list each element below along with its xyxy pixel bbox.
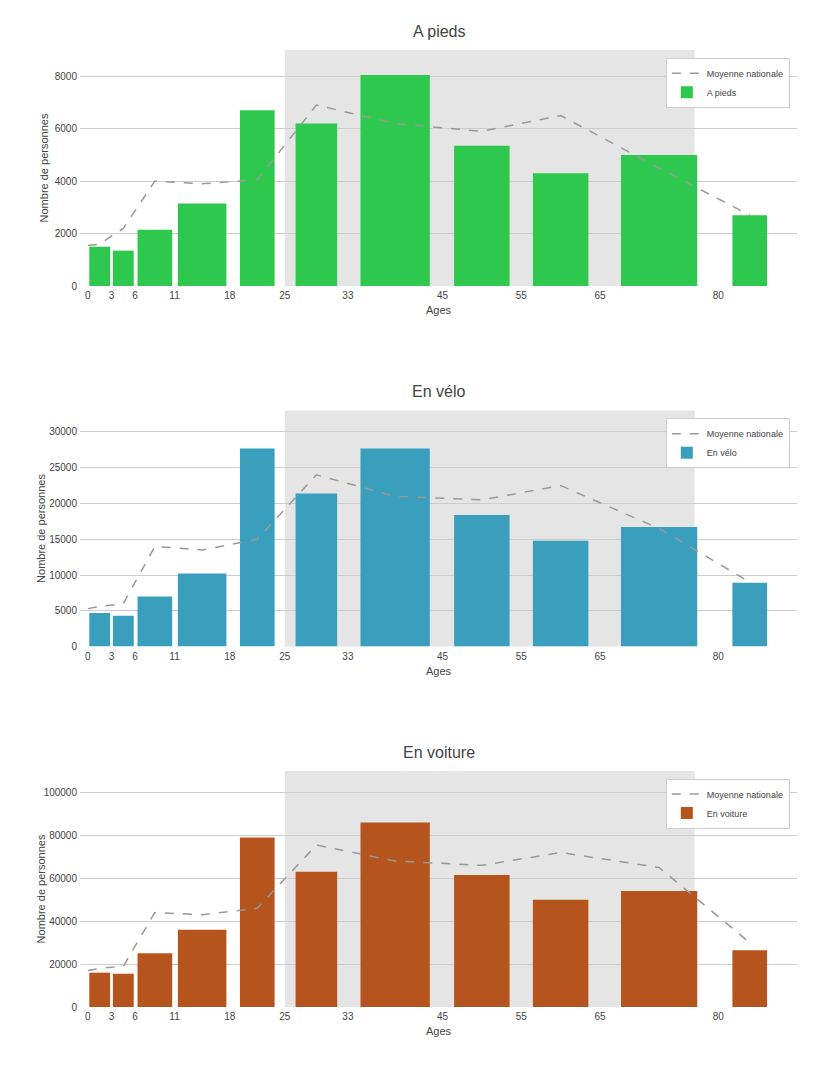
svg-text:Moyenne nationale: Moyenne nationale xyxy=(707,790,783,800)
svg-text:33: 33 xyxy=(342,290,354,301)
svg-text:3: 3 xyxy=(109,290,115,301)
svg-text:4000: 4000 xyxy=(55,176,78,187)
svg-text:45: 45 xyxy=(437,1011,449,1022)
svg-text:Nombre de personnes: Nombre de personnes xyxy=(35,834,47,943)
svg-text:25: 25 xyxy=(279,1011,291,1022)
svg-text:0: 0 xyxy=(85,1011,91,1022)
svg-text:Nombre de personnes: Nombre de personnes xyxy=(38,113,50,222)
svg-text:En vélo: En vélo xyxy=(412,383,465,400)
svg-text:11: 11 xyxy=(169,651,180,662)
svg-text:30000: 30000 xyxy=(49,426,77,437)
svg-text:6000: 6000 xyxy=(55,123,78,134)
svg-text:A pieds: A pieds xyxy=(413,23,465,40)
svg-text:8000: 8000 xyxy=(55,71,78,82)
svg-text:55: 55 xyxy=(516,290,528,301)
svg-text:Ages: Ages xyxy=(426,665,452,677)
svg-text:80000: 80000 xyxy=(49,830,77,841)
svg-text:55: 55 xyxy=(516,651,528,662)
svg-text:25: 25 xyxy=(279,651,291,662)
svg-text:11: 11 xyxy=(169,1011,180,1022)
svg-text:33: 33 xyxy=(342,1011,354,1022)
svg-text:0: 0 xyxy=(71,281,77,292)
svg-text:0: 0 xyxy=(71,1002,77,1013)
svg-text:6: 6 xyxy=(132,651,138,662)
svg-text:Ages: Ages xyxy=(426,304,452,316)
svg-text:Moyenne nationale: Moyenne nationale xyxy=(707,69,783,79)
svg-text:5000: 5000 xyxy=(55,605,78,616)
svg-text:80: 80 xyxy=(713,651,725,662)
svg-text:18: 18 xyxy=(224,290,236,301)
svg-text:18: 18 xyxy=(224,1011,236,1022)
svg-text:45: 45 xyxy=(437,651,449,662)
svg-text:40000: 40000 xyxy=(49,916,77,927)
svg-text:3: 3 xyxy=(109,651,115,662)
svg-text:45: 45 xyxy=(437,290,449,301)
svg-text:100000: 100000 xyxy=(44,787,78,798)
svg-text:0: 0 xyxy=(85,290,91,301)
svg-text:11: 11 xyxy=(169,290,180,301)
svg-text:65: 65 xyxy=(594,290,606,301)
svg-text:2000: 2000 xyxy=(55,228,78,239)
svg-text:20000: 20000 xyxy=(49,959,77,970)
svg-text:15000: 15000 xyxy=(49,534,77,545)
svg-text:18: 18 xyxy=(224,651,236,662)
svg-text:0: 0 xyxy=(71,641,77,652)
svg-text:6: 6 xyxy=(132,290,138,301)
svg-text:En voiture: En voiture xyxy=(707,809,748,819)
svg-text:80: 80 xyxy=(713,290,725,301)
svg-text:Nombre de personnes: Nombre de personnes xyxy=(35,474,47,583)
svg-text:55: 55 xyxy=(516,1011,528,1022)
svg-text:A pieds: A pieds xyxy=(707,88,737,98)
svg-text:3: 3 xyxy=(109,1011,115,1022)
svg-text:Ages: Ages xyxy=(426,1025,452,1037)
svg-text:80: 80 xyxy=(713,1011,725,1022)
svg-text:25: 25 xyxy=(279,290,291,301)
svg-text:20000: 20000 xyxy=(49,498,77,509)
svg-text:60000: 60000 xyxy=(49,873,77,884)
svg-text:6: 6 xyxy=(132,1011,138,1022)
svg-text:Moyenne nationale: Moyenne nationale xyxy=(707,429,783,439)
svg-text:10000: 10000 xyxy=(49,570,77,581)
svg-text:0: 0 xyxy=(85,651,91,662)
svg-text:25000: 25000 xyxy=(49,462,77,473)
svg-text:33: 33 xyxy=(342,651,354,662)
svg-text:65: 65 xyxy=(594,651,606,662)
svg-text:En voiture: En voiture xyxy=(403,744,475,761)
svg-text:En vélo: En vélo xyxy=(707,448,737,458)
svg-text:65: 65 xyxy=(594,1011,606,1022)
